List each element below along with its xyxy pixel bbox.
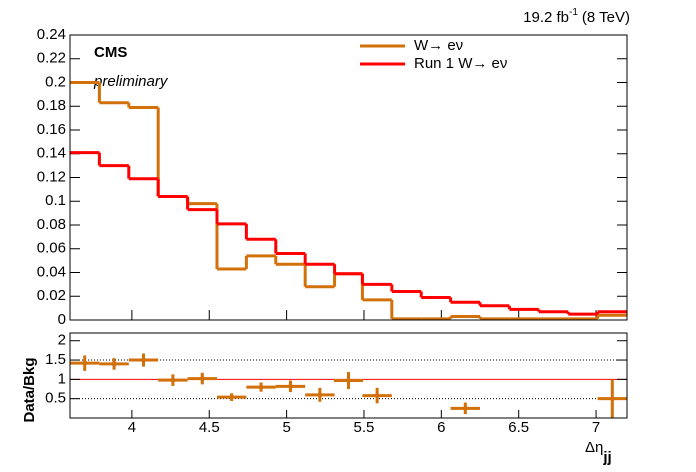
x-tick-label: 7 [592,419,600,436]
y-tick-label: 0.22 [37,50,66,67]
marker [170,377,176,383]
y-tick-label: 0.18 [37,97,66,114]
y-tick-label: 0.06 [37,240,66,257]
y-axis-label: Data/Bkg [21,357,38,422]
x-label-main: Δη [585,439,603,456]
y-tick-label: 1 [58,370,66,387]
marker [140,357,146,363]
marker [609,396,615,402]
plot-frame [69,332,628,419]
y-tick-label: 0.2 [45,73,66,90]
x-tick-label: 5.5 [354,419,375,436]
y-tick-label: 0.08 [37,216,66,233]
x-tick-label: 4 [128,419,136,436]
y-tick-label: 0.16 [37,121,66,138]
y-tick-label: 0.02 [37,287,66,304]
title-sup: -1 [569,7,578,18]
y-tick-label: 0.14 [37,145,66,162]
legend-label: W→ eν [414,37,463,54]
marker [111,361,117,367]
x-tick-label: 6 [437,419,445,436]
status-label: preliminary [93,73,169,90]
x-label-sub: jj [602,449,611,466]
marker [317,392,323,398]
marker [287,383,293,389]
legend-label: Run 1 W→ eν [414,55,507,72]
plot-frame [69,34,628,321]
title-suffix: (8 TeV) [582,9,630,26]
marker [346,378,351,384]
y-tick-label: 2 [58,332,66,349]
y-tick-label: 1.5 [45,351,66,368]
y-tick-label: 0.12 [37,168,66,185]
y-tick-label: 0 [58,311,66,328]
x-tick-label: 6.5 [508,419,529,436]
y-tick-label: 0.5 [45,390,66,407]
x-tick-label: 4.5 [199,419,220,436]
marker [82,360,88,366]
y-tick-label: 0.24 [37,26,66,43]
marker [199,376,205,382]
marker [258,384,264,390]
experiment-label: CMS [94,44,127,61]
x-tick-label: 5 [282,419,290,436]
marker [462,405,468,411]
y-tick-label: 0.1 [45,192,66,209]
marker [229,394,235,400]
marker [374,393,380,399]
y-tick-label: 0.04 [37,263,66,280]
x-axis-label: Δηjj [585,439,612,466]
chart-title: 19.2 fb-1 (8 TeV) [523,7,630,26]
title-main: 19.2 fb [523,9,569,26]
